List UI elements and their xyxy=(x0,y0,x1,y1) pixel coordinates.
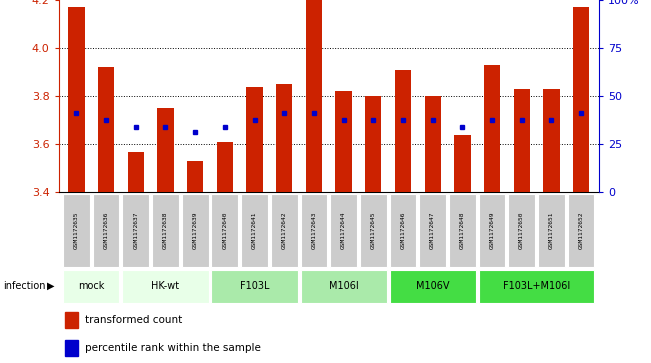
FancyBboxPatch shape xyxy=(92,194,119,267)
FancyBboxPatch shape xyxy=(63,194,90,267)
Text: GSM1172642: GSM1172642 xyxy=(282,212,286,249)
Bar xyxy=(454,135,471,192)
Text: GSM1172635: GSM1172635 xyxy=(74,212,79,249)
Bar xyxy=(424,96,441,192)
Text: GSM1172640: GSM1172640 xyxy=(223,212,227,249)
Text: F103L+M106I: F103L+M106I xyxy=(503,281,570,291)
FancyBboxPatch shape xyxy=(478,270,594,303)
FancyBboxPatch shape xyxy=(568,194,594,267)
Text: GSM1172648: GSM1172648 xyxy=(460,212,465,249)
FancyBboxPatch shape xyxy=(122,194,149,267)
Text: transformed count: transformed count xyxy=(85,315,182,325)
Bar xyxy=(395,70,411,192)
Text: GSM1172639: GSM1172639 xyxy=(193,212,198,249)
FancyBboxPatch shape xyxy=(301,194,327,267)
Text: GSM1172649: GSM1172649 xyxy=(490,212,495,249)
FancyBboxPatch shape xyxy=(508,194,535,267)
Text: GSM1172651: GSM1172651 xyxy=(549,212,554,249)
Bar xyxy=(246,87,263,192)
Text: GSM1172652: GSM1172652 xyxy=(579,212,583,249)
FancyBboxPatch shape xyxy=(301,270,387,303)
Bar xyxy=(365,96,381,192)
Bar xyxy=(306,0,322,192)
Text: GSM1172638: GSM1172638 xyxy=(163,212,168,249)
Text: percentile rank within the sample: percentile rank within the sample xyxy=(85,343,260,353)
FancyBboxPatch shape xyxy=(478,194,505,267)
Bar xyxy=(65,312,78,328)
Text: GSM1172646: GSM1172646 xyxy=(400,212,406,249)
FancyBboxPatch shape xyxy=(152,194,179,267)
Bar xyxy=(484,65,500,192)
FancyBboxPatch shape xyxy=(212,194,238,267)
Text: GSM1172647: GSM1172647 xyxy=(430,212,435,249)
Bar xyxy=(158,108,174,192)
Text: F103L: F103L xyxy=(240,281,270,291)
Text: GSM1172643: GSM1172643 xyxy=(311,212,316,249)
FancyBboxPatch shape xyxy=(538,194,565,267)
Text: GSM1172644: GSM1172644 xyxy=(341,212,346,249)
Text: GSM1172650: GSM1172650 xyxy=(519,212,524,249)
Text: GSM1172636: GSM1172636 xyxy=(104,212,109,249)
FancyBboxPatch shape xyxy=(182,194,208,267)
FancyBboxPatch shape xyxy=(419,194,446,267)
FancyBboxPatch shape xyxy=(241,194,268,267)
Bar xyxy=(68,7,85,192)
Bar xyxy=(128,151,144,192)
Text: M106I: M106I xyxy=(329,281,359,291)
Bar xyxy=(543,89,560,192)
Bar xyxy=(514,89,530,192)
Text: GSM1172645: GSM1172645 xyxy=(371,212,376,249)
FancyBboxPatch shape xyxy=(63,270,119,303)
Text: infection: infection xyxy=(3,281,46,291)
Bar xyxy=(573,7,589,192)
Text: GSM1172637: GSM1172637 xyxy=(133,212,138,249)
FancyBboxPatch shape xyxy=(122,270,208,303)
FancyBboxPatch shape xyxy=(271,194,298,267)
Text: ▶: ▶ xyxy=(47,281,55,291)
FancyBboxPatch shape xyxy=(449,194,476,267)
FancyBboxPatch shape xyxy=(330,194,357,267)
Bar xyxy=(335,91,352,192)
Text: M106V: M106V xyxy=(416,281,449,291)
FancyBboxPatch shape xyxy=(212,270,298,303)
Bar xyxy=(65,340,78,356)
Bar xyxy=(98,68,115,192)
Bar xyxy=(217,142,233,192)
FancyBboxPatch shape xyxy=(389,194,417,267)
Text: GSM1172641: GSM1172641 xyxy=(252,212,257,249)
Text: HK-wt: HK-wt xyxy=(152,281,180,291)
FancyBboxPatch shape xyxy=(360,194,387,267)
Bar xyxy=(276,84,292,192)
Bar xyxy=(187,161,203,192)
FancyBboxPatch shape xyxy=(389,270,476,303)
Text: mock: mock xyxy=(78,281,104,291)
